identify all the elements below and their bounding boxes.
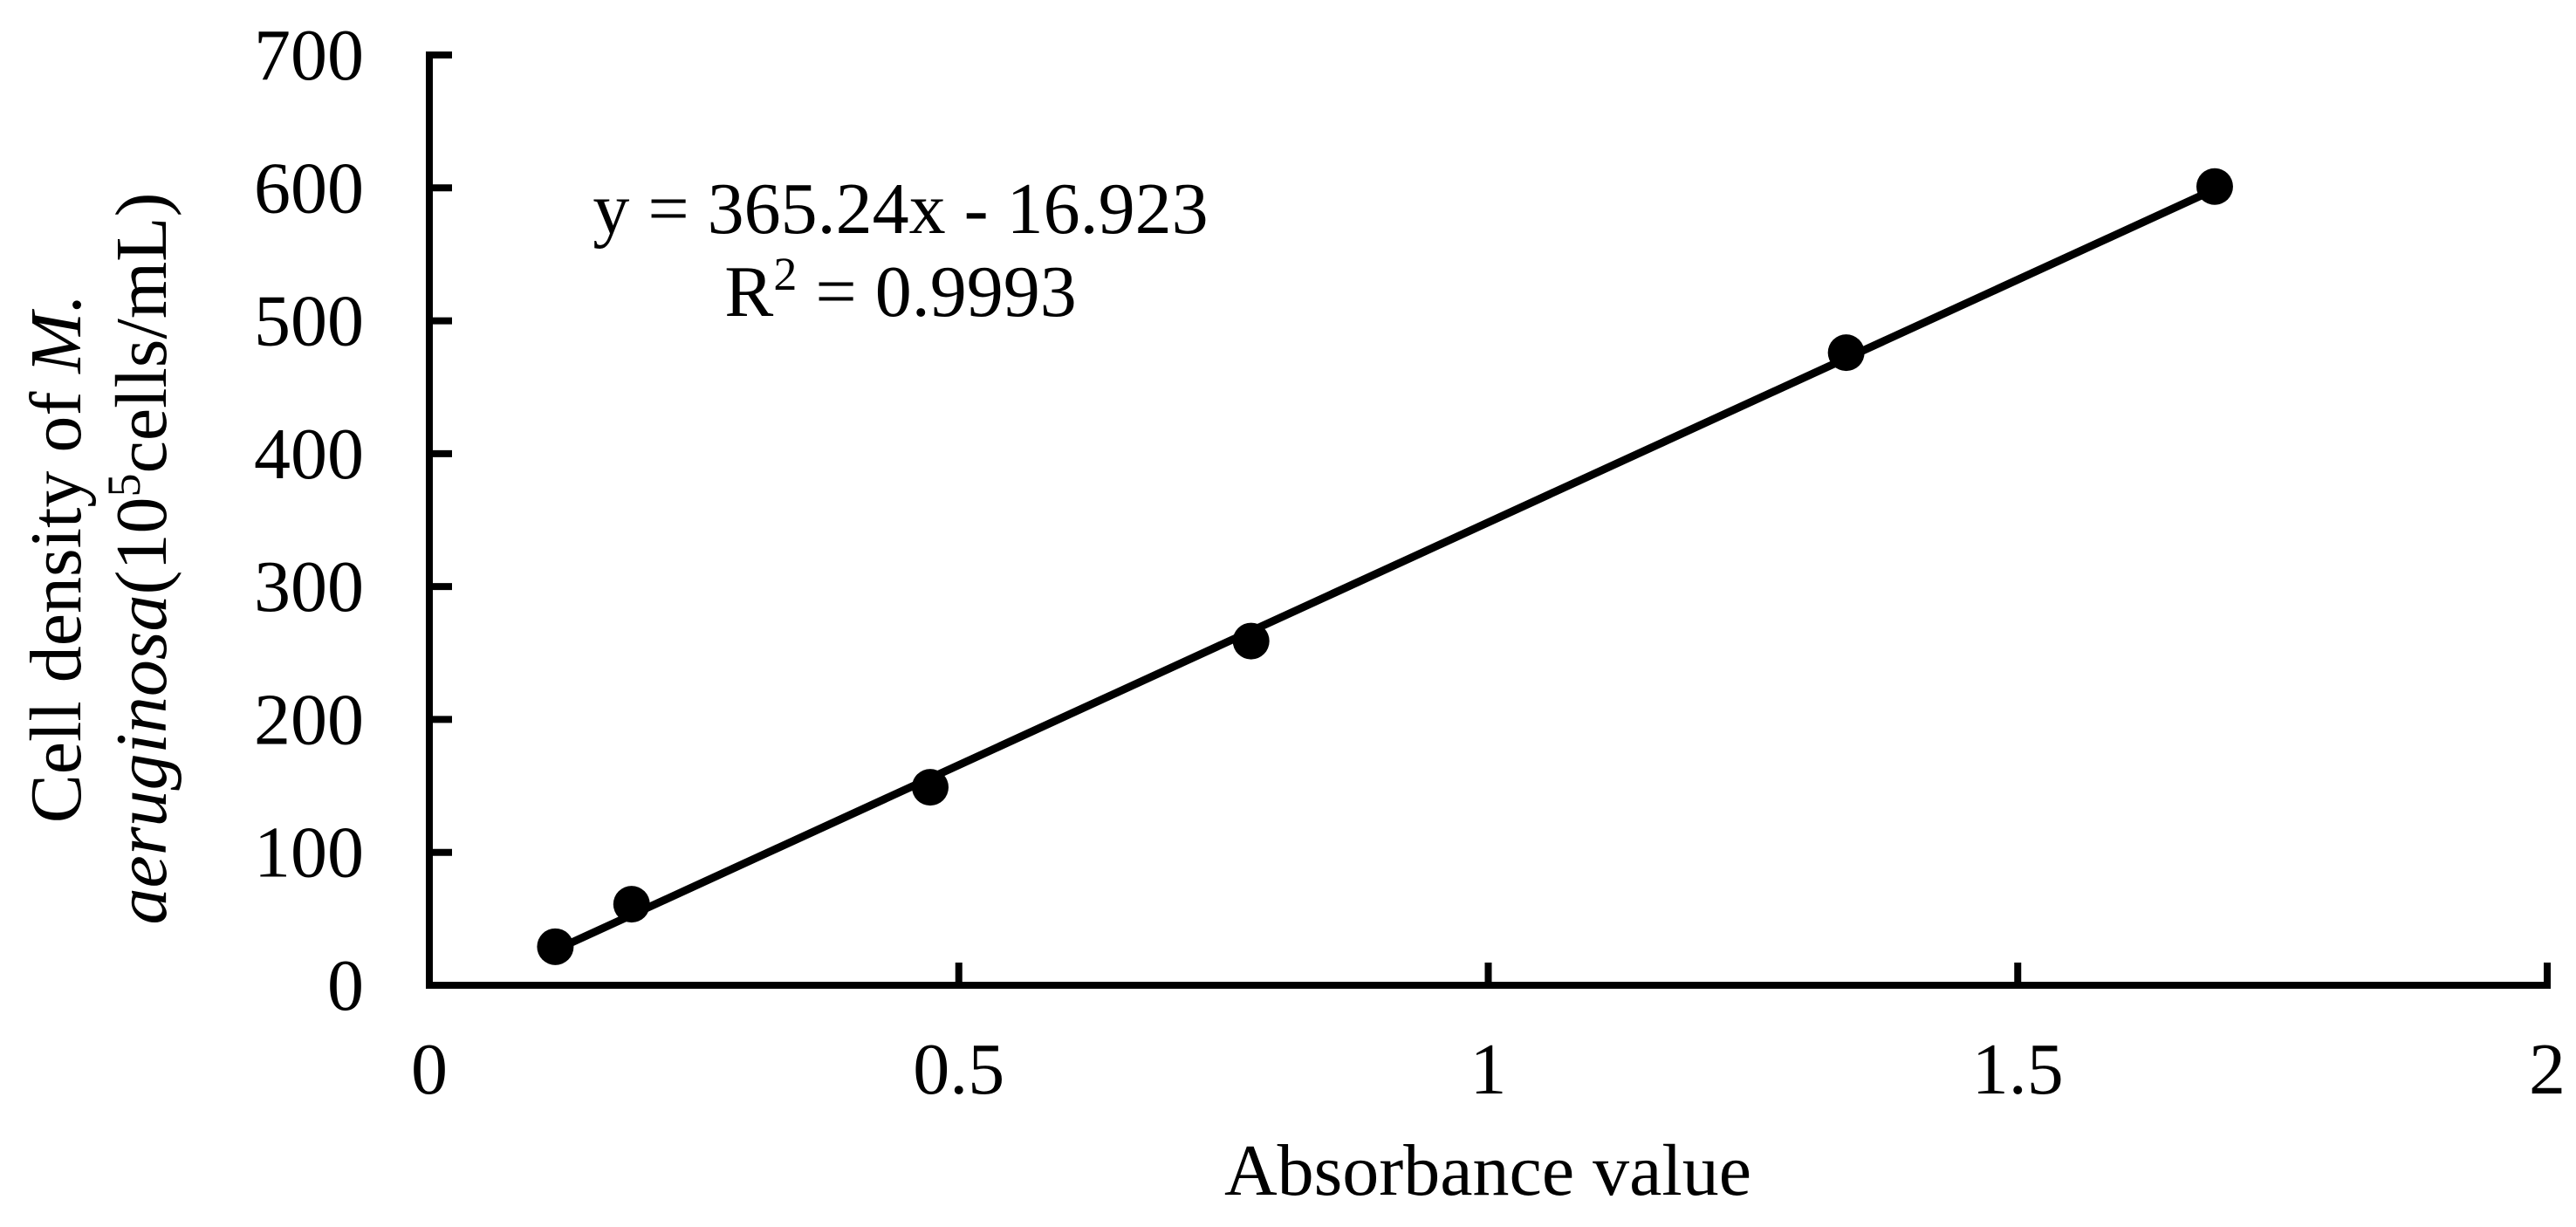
y-axis-title-line1: Cell density of M.: [16, 294, 97, 824]
x-tick-label: 1.5: [1972, 1029, 2064, 1110]
data-point: [1827, 334, 1865, 372]
x-tick-label: 0: [411, 1029, 448, 1110]
data-point: [613, 886, 650, 923]
y-tick-label: 300: [254, 546, 364, 627]
x-axis-ticks: 0 0.5 1 1.5 2: [411, 963, 2566, 1110]
y-tick-label: 0: [327, 945, 364, 1026]
x-tick-label: 0.5: [913, 1029, 1004, 1110]
y-tick-label: 100: [254, 812, 364, 894]
trendline: [553, 185, 2216, 954]
y-tick-label: 500: [254, 281, 364, 362]
y-tick-label: 700: [254, 15, 364, 96]
r-squared-text: R2 = 0.9993: [724, 248, 1076, 332]
x-tick-label: 2: [2529, 1029, 2566, 1110]
equation-text: y = 365.24x - 16.923: [593, 168, 1208, 250]
data-points: [537, 168, 2233, 965]
y-tick-label: 600: [254, 147, 364, 229]
y-tick-label: 400: [254, 414, 364, 495]
x-tick-label: 1: [1470, 1029, 1507, 1110]
data-point: [537, 928, 574, 965]
x-axis-title: Absorbance value: [1224, 1130, 1751, 1211]
data-point: [1232, 622, 1270, 660]
data-point: [2196, 168, 2233, 205]
regression-equation: y = 365.24x - 16.923 R2 = 0.9993: [593, 168, 1208, 332]
y-tick-label: 200: [254, 679, 364, 760]
trendline-line: [553, 185, 2216, 954]
y-axis-title: Cell density of M.aeruginosa(105cells/mL…: [16, 193, 182, 925]
y-axis-ticks: 0 100 200 300 400 500 600 700: [254, 15, 452, 1026]
axes: [426, 51, 2551, 989]
y-axis-title-line2: aeruginosa(105cells/mL): [98, 193, 182, 925]
data-point: [911, 769, 949, 806]
